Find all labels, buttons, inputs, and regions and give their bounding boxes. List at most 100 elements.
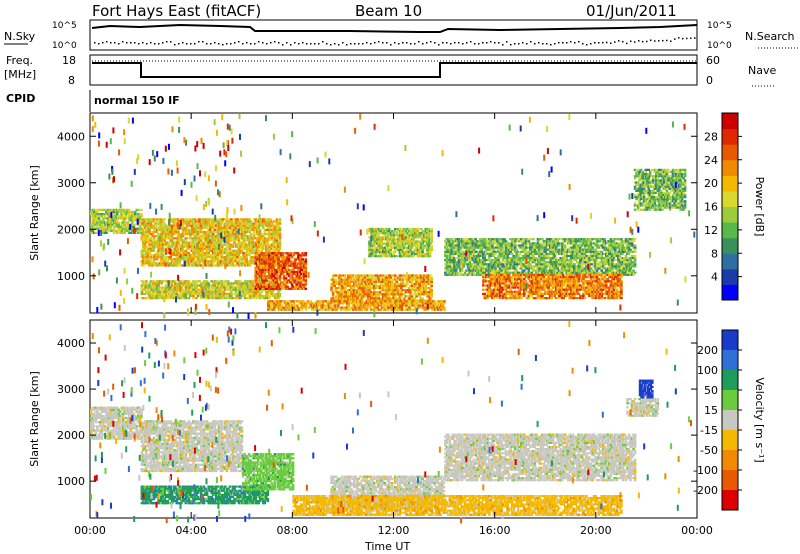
- data-cell: [510, 238, 514, 241]
- data-cell: [351, 287, 355, 290]
- data-cell: [413, 293, 417, 296]
- data-cell: [242, 294, 245, 298]
- data-cell: [266, 254, 270, 257]
- data-cell: [142, 239, 145, 242]
- data-cell: [192, 228, 195, 231]
- data-cell: [94, 215, 98, 218]
- data-cell: [172, 280, 176, 283]
- data-cell: [362, 284, 365, 288]
- data-cell: [258, 286, 262, 289]
- data-cell: [356, 295, 359, 298]
- data-cell: [160, 233, 163, 236]
- data-cell: [406, 227, 409, 231]
- data-cell: [512, 271, 515, 274]
- data-cell: [123, 229, 126, 232]
- data-cell: [129, 215, 133, 218]
- data-cell: [198, 237, 201, 240]
- data-cell: [145, 233, 148, 236]
- data-cell: [375, 232, 379, 235]
- data-cell: [421, 242, 424, 245]
- data-cell: [148, 260, 151, 263]
- data-cell: [416, 280, 420, 283]
- data-cell: [404, 246, 408, 249]
- data-cell: [409, 227, 412, 231]
- data-cell: [479, 238, 482, 241]
- data-cell: [142, 218, 145, 221]
- data-cell: [293, 262, 297, 265]
- data-cell: [369, 246, 373, 249]
- data-cell: [263, 287, 267, 290]
- data-cell: [459, 259, 462, 262]
- data-cell: [495, 265, 499, 268]
- data-cell: [350, 274, 353, 277]
- data-cell: [468, 252, 471, 255]
- data-cell: [131, 213, 134, 216]
- data-cell: [169, 288, 172, 291]
- data-cell: [363, 282, 367, 285]
- data-cell: [152, 226, 156, 229]
- data-cell: [138, 219, 142, 222]
- data-cell: [183, 256, 186, 259]
- data-cell: [413, 244, 417, 247]
- data-cell: [392, 232, 396, 235]
- data-cell: [248, 224, 251, 227]
- data-cell: [181, 297, 185, 300]
- data-cell: [374, 295, 377, 298]
- data-cell: [190, 220, 194, 223]
- data-cell: [500, 271, 503, 274]
- data-cell: [233, 235, 236, 238]
- data-cell: [497, 271, 500, 274]
- data-cell: [299, 254, 303, 257]
- data-cell: [260, 218, 264, 221]
- data-cell: [178, 233, 182, 236]
- data-cell: [419, 236, 423, 239]
- data-cell: [142, 230, 145, 234]
- data-cell: [465, 269, 468, 272]
- data-cell: [299, 266, 303, 269]
- data-cell: [199, 222, 203, 225]
- data-cell: [177, 251, 180, 254]
- data-cell: [103, 227, 107, 230]
- data-cell: [149, 297, 153, 300]
- data-cell: [378, 230, 382, 233]
- data-cell: [509, 238, 512, 241]
- data-cell: [224, 292, 227, 295]
- data-cell: [394, 278, 397, 281]
- data-cell: [413, 232, 417, 235]
- data-cell: [135, 229, 139, 232]
- data-cell: [214, 258, 218, 261]
- data-cell: [157, 233, 160, 236]
- data-cell: [424, 230, 427, 233]
- data-cell: [412, 287, 415, 290]
- data-cell: [251, 239, 254, 242]
- data-cell: [303, 270, 306, 274]
- data-cell: [450, 271, 453, 274]
- data-cell: [280, 260, 283, 263]
- data-cell: [280, 270, 283, 274]
- data-cell: [189, 282, 192, 285]
- data-cell: [410, 278, 414, 281]
- data-cell: [359, 274, 362, 277]
- data-cell: [498, 271, 502, 274]
- data-cell: [214, 290, 218, 293]
- data-cell: [211, 286, 215, 289]
- data-cell: [255, 228, 259, 231]
- nsearch-dot: [394, 42, 396, 44]
- data-cell: [170, 233, 174, 236]
- data-cell: [157, 280, 160, 283]
- data-cell: [280, 252, 283, 255]
- data-cell: [268, 264, 271, 267]
- data-cell: [377, 293, 380, 296]
- data-cell: [413, 253, 417, 256]
- data-cell: [258, 287, 262, 290]
- data-cell: [337, 291, 341, 294]
- data-cell: [430, 291, 433, 294]
- data-cell: [166, 233, 169, 236]
- data-cell: [453, 273, 456, 276]
- data-cell: [275, 292, 279, 295]
- data-cell: [386, 227, 389, 231]
- data-cell: [145, 230, 148, 234]
- data-cell: [274, 226, 277, 229]
- data-cell: [281, 281, 285, 284]
